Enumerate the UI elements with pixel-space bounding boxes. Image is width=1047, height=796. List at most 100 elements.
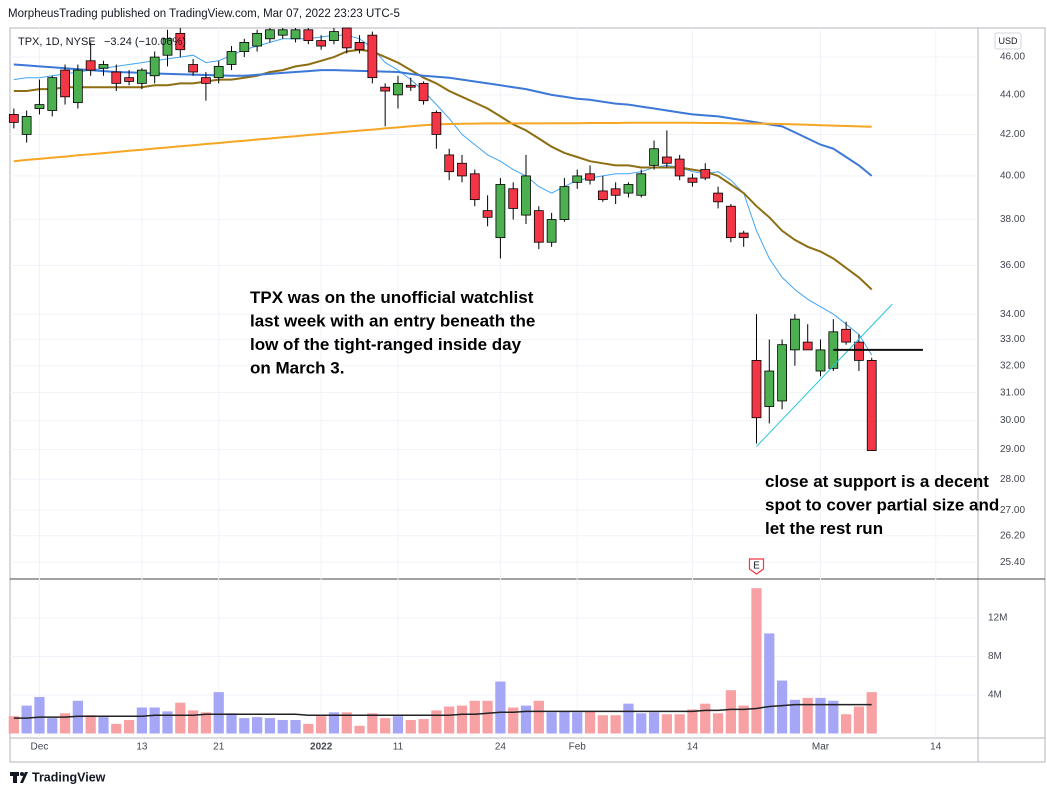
candle-body xyxy=(47,77,58,111)
y-tick-label: 42.00 xyxy=(1000,129,1025,140)
x-tick-label: 24 xyxy=(495,742,507,753)
trendline xyxy=(756,303,893,447)
volume-bar xyxy=(674,714,685,734)
y-tick-label: 38.00 xyxy=(1000,214,1025,225)
currency-box xyxy=(994,32,1022,50)
volume-bar xyxy=(123,720,135,734)
y-tick-label: 31.00 xyxy=(1000,387,1025,398)
candle-body xyxy=(277,29,288,36)
y-tick-label: 29.00 xyxy=(1000,444,1025,455)
volume-tick-label: 4M xyxy=(988,690,1002,701)
candle-body xyxy=(34,104,45,109)
y-tick-label: 30.00 xyxy=(1000,415,1025,426)
volume-bar xyxy=(776,680,788,734)
volume-bar xyxy=(815,697,826,734)
moving-average-line xyxy=(13,48,873,291)
volume-bar xyxy=(380,718,391,734)
volume-bar xyxy=(264,718,276,734)
annotation-text: last week with an entry beneath the xyxy=(250,312,535,331)
volume-bar xyxy=(21,705,32,734)
candle-body xyxy=(546,219,557,243)
y-tick-label: 40.00 xyxy=(1000,171,1025,182)
candle-body xyxy=(354,42,365,51)
volume-tick-label: 8M xyxy=(988,651,1002,662)
volume-bar xyxy=(72,700,83,734)
x-tick-label: 14 xyxy=(687,742,699,753)
candle-body xyxy=(367,34,378,79)
y-tick-label: 44.00 xyxy=(1000,90,1025,101)
candle-body xyxy=(303,29,314,41)
volume-bar xyxy=(584,711,596,734)
annotation-text: spot to cover partial size and xyxy=(765,496,999,515)
x-tick-label: 14 xyxy=(930,742,942,753)
candle-body xyxy=(290,29,301,40)
volume-bar xyxy=(226,713,237,734)
volume-bar xyxy=(559,711,570,734)
volume-bar xyxy=(328,712,340,734)
annotation-text: close at support is a decent xyxy=(765,472,989,491)
volume-bar xyxy=(802,697,813,734)
currency-label: USD xyxy=(998,36,1018,46)
y-tick-label: 46.00 xyxy=(1000,52,1025,63)
volume-bar xyxy=(405,720,416,734)
candle-body xyxy=(623,184,634,194)
candle-body xyxy=(777,344,787,402)
volume-bar xyxy=(34,696,45,734)
candle-body xyxy=(469,173,480,201)
volume-bar xyxy=(85,715,96,734)
annotation-text: let the rest run xyxy=(765,519,883,538)
x-tick-label: 11 xyxy=(393,742,404,753)
candle-body xyxy=(674,158,685,177)
candle-body xyxy=(533,210,544,243)
candle-body xyxy=(572,175,583,183)
volume-bar xyxy=(98,717,109,734)
x-tick-label: Feb xyxy=(569,742,587,753)
candle-body xyxy=(72,69,83,104)
candle-body xyxy=(85,60,96,71)
candle-body xyxy=(764,370,775,407)
candle-body xyxy=(149,56,160,77)
volume-tick-label: 12M xyxy=(988,613,1007,624)
y-tick-label: 36.00 xyxy=(1000,260,1025,271)
volume-bar xyxy=(303,723,314,734)
volume-bar xyxy=(482,700,493,734)
x-tick-label: 2022 xyxy=(310,742,333,753)
candle-body xyxy=(21,116,32,135)
volume-bar xyxy=(725,690,736,734)
volume-bar xyxy=(789,699,801,734)
volume-bar xyxy=(59,713,71,734)
footer-brand: TradingView xyxy=(32,770,106,784)
symbol-legend: TPX, 1D, NYSE xyxy=(18,36,96,48)
annotation-text: TPX was on the unofficial watchlist xyxy=(250,288,534,307)
volume-bar xyxy=(572,712,583,734)
change-legend: −3.24 (−10.06%) xyxy=(104,36,186,48)
moving-average-line xyxy=(13,121,872,163)
volume-bar xyxy=(392,716,404,734)
candle-body xyxy=(661,156,672,164)
y-tick-label: 27.00 xyxy=(1000,505,1025,516)
candle-body xyxy=(201,77,211,84)
candle-body xyxy=(687,177,698,183)
candle-body xyxy=(124,77,134,82)
candle-body xyxy=(316,40,327,47)
y-tick-label: 25.40 xyxy=(1000,557,1025,568)
volume-bar xyxy=(8,716,19,734)
earnings-label: E xyxy=(753,561,760,572)
candle-body xyxy=(98,64,109,69)
volume-bar xyxy=(444,706,455,734)
chart-frame xyxy=(9,27,1046,763)
candle-body xyxy=(380,86,391,92)
candle-body xyxy=(610,188,621,196)
volume-bar xyxy=(277,720,288,734)
candle-body xyxy=(482,210,493,218)
earnings-marker xyxy=(748,558,765,575)
volume-bar xyxy=(866,692,877,734)
y-tick-label: 26.20 xyxy=(1000,530,1025,541)
volume-bar xyxy=(597,715,608,734)
volume-bar xyxy=(700,703,711,734)
candle-body xyxy=(175,32,186,51)
candle-body xyxy=(521,175,531,216)
x-tick-label: Dec xyxy=(31,742,49,753)
